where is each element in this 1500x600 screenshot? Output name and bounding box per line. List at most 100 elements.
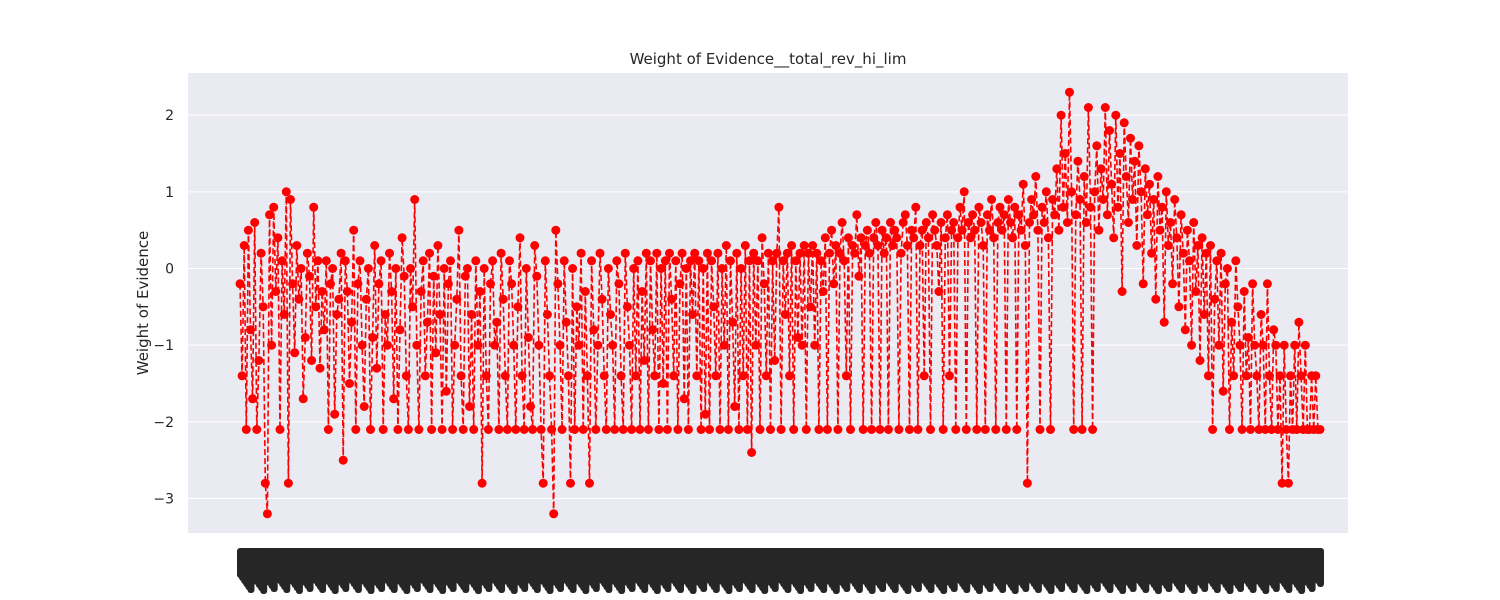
data-point	[418, 256, 428, 266]
data-point	[905, 425, 914, 434]
data-point	[357, 340, 367, 350]
data-point	[361, 294, 371, 304]
data-point	[997, 225, 1007, 235]
data-point	[589, 325, 599, 335]
data-point	[574, 340, 584, 350]
data-point	[627, 425, 637, 434]
data-point	[460, 271, 470, 281]
data-point	[831, 241, 841, 250]
data-point	[1126, 133, 1135, 143]
data-point	[439, 264, 449, 273]
data-point	[1016, 225, 1026, 235]
data-point	[1246, 425, 1255, 434]
data-point	[528, 425, 538, 434]
data-point	[1086, 202, 1095, 212]
data-point	[835, 248, 845, 258]
data-point	[953, 233, 963, 243]
chart-title: Weight of Evidence__total_rev_hi_lim	[630, 50, 907, 69]
data-point	[1113, 202, 1123, 212]
data-point	[816, 256, 826, 266]
data-point	[917, 225, 927, 235]
data-point	[351, 425, 361, 434]
y-axis-ticks: −3 −2 −1 0 1 2	[153, 108, 174, 507]
data-point	[505, 256, 514, 266]
data-point	[1025, 218, 1034, 227]
data-point	[603, 264, 613, 273]
data-point	[923, 233, 933, 243]
data-point	[641, 248, 651, 258]
data-point	[237, 371, 247, 381]
data-point	[1269, 325, 1279, 335]
data-point	[926, 425, 935, 434]
data-point	[479, 264, 489, 273]
data-point	[1145, 179, 1154, 189]
data-point	[458, 425, 468, 434]
data-point	[1290, 340, 1300, 350]
data-point	[1123, 218, 1133, 227]
data-point	[317, 287, 327, 296]
data-point	[239, 241, 249, 250]
data-point	[705, 425, 714, 434]
data-point	[1195, 356, 1205, 365]
data-point	[1267, 425, 1277, 434]
data-point	[395, 325, 405, 335]
data-point	[1033, 225, 1043, 235]
data-point	[391, 264, 401, 273]
data-point	[1248, 279, 1258, 289]
data-point	[1065, 87, 1074, 97]
data-point	[795, 248, 805, 258]
data-point	[801, 425, 811, 434]
data-point	[1022, 478, 1032, 488]
data-point	[1058, 202, 1068, 212]
data-point	[490, 340, 500, 350]
data-point	[366, 425, 375, 434]
data-point	[412, 340, 422, 350]
data-point	[1031, 172, 1041, 181]
data-point	[738, 371, 748, 381]
data-point	[1090, 187, 1100, 197]
data-point	[267, 340, 277, 350]
x-axis-tick-labels	[237, 548, 1324, 594]
data-point	[385, 248, 394, 258]
data-point	[593, 340, 603, 350]
data-point	[1174, 302, 1184, 312]
data-point	[907, 225, 917, 235]
data-point	[913, 425, 923, 434]
data-point	[420, 371, 430, 381]
data-point	[1001, 425, 1011, 434]
data-point	[406, 264, 415, 273]
data-point	[698, 264, 708, 273]
data-point	[652, 248, 662, 258]
data-point	[1039, 218, 1049, 227]
data-point	[1311, 371, 1321, 381]
data-point	[625, 340, 634, 350]
data-point	[928, 210, 938, 220]
data-point	[749, 248, 759, 258]
data-point	[248, 394, 258, 404]
data-point	[511, 425, 521, 434]
data-point	[1170, 195, 1180, 204]
data-point	[936, 218, 946, 227]
data-point	[660, 256, 670, 266]
data-point	[319, 325, 329, 335]
data-point	[658, 379, 668, 388]
data-point	[1233, 302, 1243, 312]
data-point	[759, 279, 769, 289]
data-point	[250, 218, 260, 227]
data-point	[1119, 118, 1129, 128]
data-point	[1187, 340, 1197, 350]
data-point	[974, 202, 984, 212]
data-point	[286, 195, 295, 204]
data-point	[382, 340, 392, 350]
data-point	[243, 225, 253, 235]
data-point	[1010, 202, 1020, 212]
data-point	[989, 233, 999, 243]
data-point	[437, 425, 447, 434]
data-point	[397, 233, 407, 243]
data-point	[553, 279, 563, 289]
data-point	[288, 279, 298, 289]
data-point	[740, 241, 750, 250]
data-point	[277, 256, 287, 266]
data-point	[519, 425, 529, 434]
data-point	[275, 425, 285, 434]
